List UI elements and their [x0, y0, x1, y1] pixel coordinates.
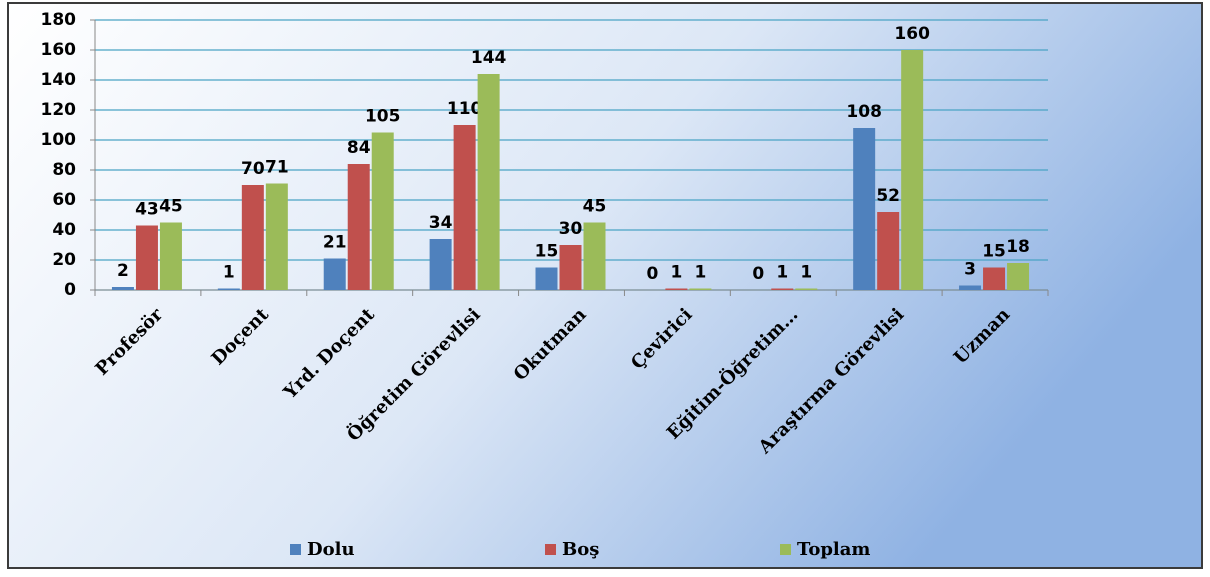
bar [159, 222, 182, 290]
data-label: 43 [135, 200, 159, 220]
bar [795, 288, 818, 290]
data-label: 21 [323, 233, 347, 253]
data-label: 45 [159, 197, 183, 217]
bar [877, 212, 900, 290]
bar [771, 288, 794, 290]
y-tick-label: 140 [41, 70, 77, 90]
bar [901, 50, 924, 290]
bar [983, 267, 1006, 290]
bar [665, 288, 688, 290]
y-tick-label: 40 [52, 220, 76, 240]
y-tick-label: 60 [52, 190, 76, 210]
bar [559, 245, 582, 290]
data-label: 2 [117, 261, 129, 281]
y-tick-label: 0 [64, 280, 76, 300]
data-label: 108 [846, 102, 882, 122]
bar [535, 267, 558, 290]
bar [1007, 263, 1030, 290]
data-label: 3 [964, 260, 976, 280]
data-label: 30 [559, 219, 583, 239]
legend-swatch [290, 544, 301, 555]
data-label: 1 [800, 263, 812, 283]
data-label: 105 [365, 107, 401, 127]
data-label: 144 [471, 48, 507, 68]
data-label: 70 [241, 159, 265, 179]
data-label: 15 [535, 242, 559, 262]
y-tick-label: 20 [52, 250, 76, 270]
bar [959, 285, 982, 290]
data-label: 160 [894, 24, 930, 44]
data-label: 84 [347, 138, 371, 158]
y-tick-label: 100 [41, 130, 77, 150]
bar [583, 222, 606, 290]
y-tick-label: 80 [52, 160, 76, 180]
data-label: 0 [646, 264, 658, 284]
data-label: 18 [1006, 237, 1030, 257]
bar [135, 225, 158, 290]
y-tick-label: 120 [41, 100, 77, 120]
bar [853, 128, 876, 290]
bar [265, 183, 288, 290]
data-label: 1 [670, 263, 682, 283]
legend-label: Boş [562, 539, 599, 560]
data-label: 52 [876, 186, 900, 206]
y-tick-label: 180 [41, 10, 77, 30]
bar [323, 258, 346, 290]
data-label: 45 [583, 197, 607, 217]
data-label: 71 [265, 158, 289, 178]
legend-label: Dolu [307, 539, 355, 560]
legend-swatch [780, 544, 791, 555]
bar [347, 164, 370, 290]
y-tick-label: 160 [41, 40, 77, 60]
bar [689, 288, 712, 290]
bar [453, 125, 476, 290]
data-label: 110 [447, 99, 483, 119]
bar [241, 185, 264, 290]
legend-label: Toplam [797, 539, 870, 560]
data-label: 34 [429, 213, 453, 233]
bar [371, 132, 394, 290]
bar [217, 288, 240, 290]
legend-swatch [545, 544, 556, 555]
data-label: 1 [694, 263, 706, 283]
data-label: 1 [223, 263, 235, 283]
bar [429, 239, 452, 290]
bar [477, 74, 500, 290]
bar [111, 287, 134, 290]
data-label: 1 [776, 263, 788, 283]
data-label: 0 [752, 264, 764, 284]
data-label: 15 [982, 242, 1006, 262]
